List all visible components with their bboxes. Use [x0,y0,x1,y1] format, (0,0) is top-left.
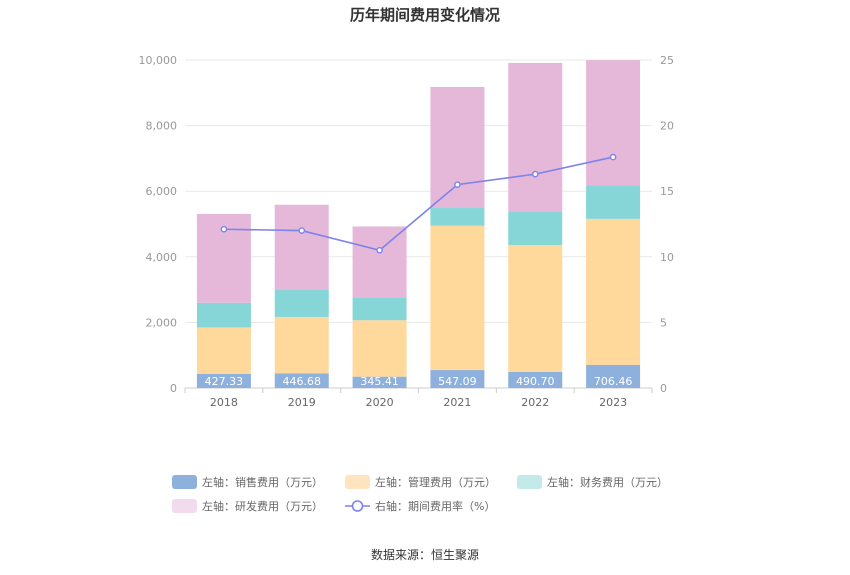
left-tick-label: 2,000 [146,316,178,329]
bar-labels: 427.33 446.68 345.41 547.09 490.70 706.46 [205,375,633,388]
left-axis: 0 2,000 4,000 6,000 8,000 10,000 [139,54,178,395]
right-tick-label: 25 [660,54,674,67]
bar-segment[interactable] [586,185,641,219]
left-tick-label: 10,000 [139,54,178,67]
bar-segment[interactable] [274,204,329,290]
bar-segment[interactable] [586,218,641,365]
bar-segment[interactable] [274,373,329,388]
left-tick-label: 8,000 [146,120,178,133]
rate-point[interactable] [454,181,461,188]
legend-label: 左轴：销售费用（万元） [202,475,323,489]
rate-point[interactable] [531,170,539,178]
bar-segment[interactable] [586,364,641,388]
bars [196,60,641,388]
legend-marker-icon [351,500,364,512]
bar-segment[interactable] [196,302,251,328]
rate-point[interactable] [298,227,306,234]
legend-item[interactable]: 右轴：期间费用率（%） [345,499,495,513]
right-tick-label: 20 [660,120,674,133]
bar-segment[interactable] [352,376,407,388]
legend[interactable]: 左轴：销售费用（万元） 左轴：管理费用（万元） 左轴：财务费用（万元） 左轴：研发费用… [172,475,668,513]
bar-segment[interactable] [196,373,251,388]
legend-swatch-icon [517,475,542,489]
right-tick-label: 10 [660,251,674,264]
bar-segment[interactable] [274,316,329,374]
bar-segment[interactable] [430,370,485,388]
legend-item[interactable]: 左轴：销售费用（万元） [172,475,323,489]
bar-segment[interactable] [274,289,329,317]
rate-line-path [223,156,614,252]
bar-segment[interactable] [586,60,641,186]
left-tick-label: 0 [170,382,177,395]
bar-data-label: 490.70 [516,375,555,388]
bar-data-label: 706.46 [594,375,633,388]
x-tick-label: 2020 [366,396,394,409]
bar-segment[interactable] [508,371,563,388]
x-axis: 2018 2019 2020 2021 2022 2023 [184,388,653,409]
bar-segment[interactable] [508,211,563,245]
x-tick-label: 2023 [599,396,627,409]
legend-item[interactable]: 左轴：研发费用（万元） [172,499,323,513]
bar-segment[interactable] [196,327,251,374]
bar-data-label: 446.68 [283,375,322,388]
legend-label: 左轴：财务费用（万元） [547,475,668,489]
x-tick-label: 2019 [288,396,316,409]
grid [185,59,652,389]
rate-point[interactable] [220,225,228,233]
right-tick-label: 5 [660,316,667,329]
legend-item[interactable]: 左轴：财务费用（万元） [517,475,668,489]
x-tick-label: 2021 [443,396,471,409]
x-tick-label: 2022 [521,396,549,409]
rate-line [220,153,617,254]
legend-swatch-icon [172,499,197,513]
bar-data-label: 427.33 [205,375,244,388]
bar-segment[interactable] [430,86,485,209]
chart-title: 历年期间费用变化情况 [350,6,500,24]
legend-swatch-icon [172,475,197,489]
right-tick-label: 0 [660,382,667,395]
x-tick-label: 2018 [210,396,238,409]
bar-segment[interactable] [352,297,407,321]
right-axis: 0 5 10 15 20 25 [660,54,674,395]
legend-label: 左轴：研发费用（万元） [202,499,323,513]
right-tick-label: 15 [660,185,674,198]
left-tick-label: 6,000 [146,185,178,198]
legend-label: 右轴：期间费用率（%） [375,499,495,513]
bar-segment[interactable] [352,226,407,298]
legend-label: 左轴：管理费用（万元） [375,475,496,489]
bar-data-label: 345.41 [360,375,399,388]
bar-data-label: 547.09 [438,375,477,388]
bar-segment[interactable] [508,244,563,372]
rate-point[interactable] [609,153,617,161]
legend-swatch-icon [345,475,370,489]
rate-point[interactable] [376,246,383,254]
left-tick-label: 4,000 [146,251,178,264]
bar-segment[interactable] [430,225,485,371]
bar-segment[interactable] [430,208,485,226]
source-note: 数据来源：恒生聚源 [371,547,479,562]
bar-segment[interactable] [508,62,563,212]
legend-item[interactable]: 左轴：管理费用（万元） [345,475,496,489]
bar-segment[interactable] [352,320,407,377]
